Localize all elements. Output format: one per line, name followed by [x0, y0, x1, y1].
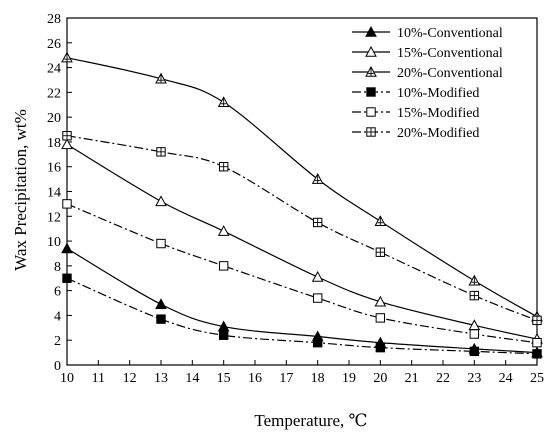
legend-label: 20%-Conventional [397, 66, 503, 81]
data-point [62, 273, 72, 283]
legend-label: 15%-Conventional [397, 46, 503, 61]
series-line [66, 203, 538, 344]
series-3 [62, 273, 542, 359]
x-tick-label: 14 [185, 371, 199, 386]
legend-label: 10%-Modified [397, 86, 479, 101]
x-tick-label: 13 [154, 371, 168, 386]
data-point [375, 342, 386, 353]
x-axis-title: Temperature, ℃ [254, 411, 367, 430]
x-tick-label: 19 [342, 371, 356, 386]
y-tick-label: 22 [47, 86, 61, 101]
legend-marker [366, 87, 376, 97]
series-line [66, 247, 538, 354]
data-point [62, 199, 72, 209]
legend-marker [365, 45, 377, 57]
data-point [469, 329, 480, 339]
series-5 [62, 131, 542, 326]
x-tick-label: 18 [311, 371, 325, 386]
series-4 [62, 199, 542, 348]
data-point [532, 337, 542, 348]
x-tick-label: 25 [530, 371, 544, 386]
data-point [311, 270, 324, 282]
series-line [66, 143, 538, 340]
data-point [61, 242, 73, 254]
series-layer [61, 51, 543, 359]
axes: 10 11 12 13 14 15 16 17 18 19 20 21 22 23 24 2502468101… [47, 12, 544, 386]
legend-entry: 15%-Modified [352, 106, 479, 121]
data-point [155, 298, 167, 310]
legend-label: 10%-Conventional [397, 26, 503, 41]
y-tick-label: 26 [47, 37, 61, 52]
legend-entry: 10%-Modified [352, 86, 479, 101]
series-line [66, 277, 538, 355]
data-point [218, 261, 229, 271]
x-tick-label: 10 [60, 371, 74, 386]
y-tick-label: 10 [47, 235, 61, 250]
data-point [375, 313, 386, 323]
y-tick-label: 16 [47, 161, 61, 176]
legend-entry: 20%-Modified [352, 126, 479, 141]
x-tick-label: 17 [279, 371, 293, 386]
x-tick-label: 15 [217, 371, 231, 386]
y-tick-label: 4 [54, 309, 61, 324]
legend-marker [366, 107, 376, 117]
data-point [61, 138, 73, 150]
legend-entry: 20%-Conventional [352, 65, 503, 81]
y-tick-label: 0 [54, 359, 61, 374]
x-tick-label: 12 [123, 371, 137, 386]
legend-marker [365, 25, 377, 37]
x-tick-label: 21 [405, 371, 419, 386]
y-tick-label: 6 [54, 285, 61, 300]
data-point [218, 330, 229, 340]
legend: 10%-Conventional 15%-Conventional 20%-Conv… [352, 25, 503, 141]
y-tick-label: 8 [54, 260, 61, 275]
y-tick-label: 20 [47, 111, 61, 126]
y-tick-label: 28 [47, 12, 61, 27]
data-point [156, 238, 166, 249]
y-axis-title: Wax Precipitation, wt% [11, 109, 30, 271]
x-tick-label: 16 [248, 371, 262, 386]
data-point [374, 295, 387, 307]
x-tick-label: 22 [436, 371, 450, 386]
x-tick-label: 24 [499, 371, 513, 386]
y-tick-label: 12 [47, 210, 61, 225]
data-point [469, 346, 480, 357]
data-point [532, 349, 542, 359]
y-tick-label: 14 [47, 186, 61, 201]
x-tick-label: 20 [373, 371, 387, 386]
legend-entry: 10%-Conventional [352, 25, 503, 41]
data-point [312, 293, 323, 303]
legend-label: 20%-Modified [397, 126, 479, 141]
y-tick-label: 18 [47, 136, 61, 151]
y-tick-label: 2 [54, 334, 61, 349]
data-point [155, 195, 167, 207]
x-tick-label: 11 [92, 371, 105, 386]
data-point [156, 314, 166, 324]
legend-entry: 15%-Conventional [352, 45, 503, 61]
data-point [217, 225, 230, 236]
data-point [312, 337, 323, 348]
series-1 [61, 138, 543, 344]
x-tick-label: 23 [467, 371, 481, 386]
legend-label: 15%-Modified [397, 106, 479, 121]
y-tick-label: 24 [47, 62, 61, 77]
